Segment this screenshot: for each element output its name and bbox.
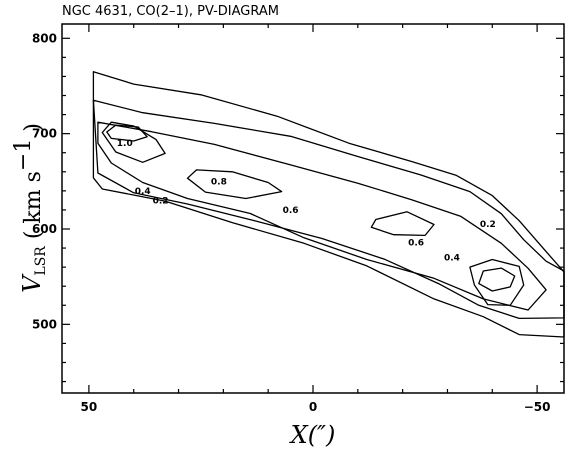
y-tick-label: 600 [32,222,57,236]
contour-label: 0.2 [480,220,496,230]
contour-level-0-6 [97,121,547,311]
contour-level-0-4 [92,99,565,320]
y-tick-label: 700 [32,127,57,141]
contour-lines [92,71,565,338]
y-axis-label: VLSR ( km s−1 ) [11,123,49,293]
y-axis-label-main: V [18,273,46,293]
contour-label: 0.4 [135,187,151,197]
contour-label: 1.0 [117,139,133,149]
x-tick-label: 0 [309,400,317,414]
x-tick-label: −50 [524,400,551,414]
x-axis-label: X(″) [289,421,336,449]
contour-label: 0.4 [444,254,460,264]
contour-level-0-8 [469,258,525,306]
plot-frame [61,23,565,394]
y-axis-label-subscript: LSR [33,246,49,276]
contour-level-1 [106,124,148,142]
contour-label: 0.8 [211,177,227,187]
contour-labels: 1.00.80.60.40.20.60.40.2 [117,139,496,263]
contour-level-0-6 [370,211,435,237]
y-axis-label-close: ) [21,123,46,139]
chart-title: NGC 4631, CO(2–1), PV-DIAGRAM [62,4,279,19]
contour-label: 0.6 [408,238,424,248]
y-axis-label-unit: ( km s [21,171,46,246]
y-tick-label: 500 [32,317,57,331]
contour-level-1 [478,267,516,292]
contour-label: 0.6 [283,206,299,216]
x-tick-label: 50 [81,400,98,414]
contour-label: 0.2 [153,196,169,206]
contour-level-0-8 [101,121,166,163]
y-axis-label-exponent: −1 [11,139,36,171]
y-tick-label: 800 [32,31,57,45]
svg-text:VLSR ( km s−1 ): VLSR ( km s−1 ) [11,123,49,293]
contour-level-0-8 [186,169,283,200]
